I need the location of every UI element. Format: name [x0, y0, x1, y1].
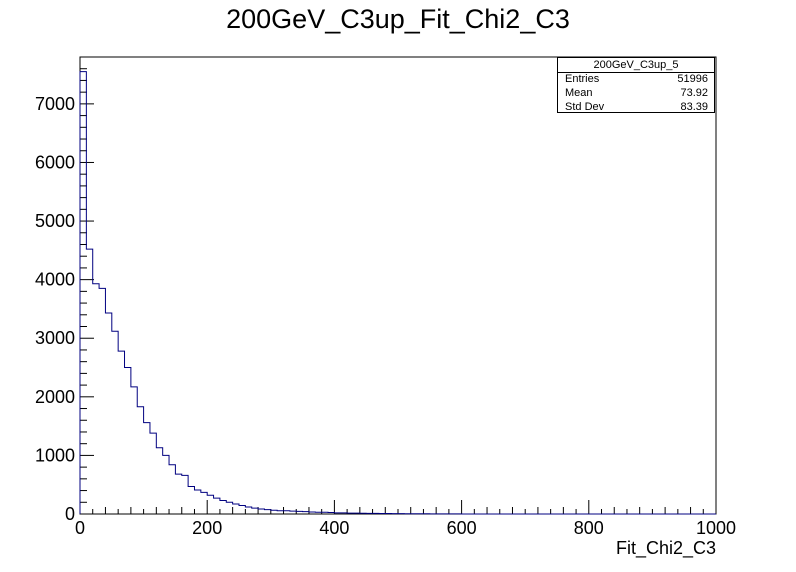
mean-value: 73.92 [680, 87, 708, 99]
y-tick-label: 7000 [35, 94, 75, 114]
x-axis-label: Fit_Chi2_C3 [616, 538, 716, 559]
y-tick-label: 4000 [35, 270, 75, 290]
x-tick-label: 400 [319, 518, 349, 538]
stats-name: 200GeV_C3up_5 [558, 58, 714, 73]
y-tick-label: 0 [65, 504, 75, 524]
stats-box: 200GeV_C3up_5 Entries 51996 Mean 73.92 S… [557, 57, 715, 113]
y-tick-label: 6000 [35, 152, 75, 172]
stddev-value: 83.39 [680, 101, 708, 113]
x-tick-label: 1000 [696, 518, 736, 538]
histogram-line [79, 71, 716, 515]
stats-row-mean: Mean 73.92 [565, 86, 708, 100]
y-tick-label: 3000 [35, 328, 75, 348]
stats-row-stddev: Std Dev 83.39 [565, 100, 708, 114]
stddev-label: Std Dev [565, 101, 605, 113]
x-tick-label: 200 [192, 518, 222, 538]
x-tick-label: 600 [447, 518, 477, 538]
y-tick-label: 5000 [35, 211, 75, 231]
tick-labels: 0 200 400 600 800 1000 0 1000 2000 3000 4000 5000 60… [35, 94, 736, 538]
y-tick-label: 1000 [35, 445, 75, 465]
x-tick-label: 800 [574, 518, 604, 538]
mean-label: Mean [565, 87, 593, 99]
y-tick-label: 2000 [35, 387, 75, 407]
axis-ticks [79, 56, 717, 515]
plot-frame [79, 56, 717, 515]
chart-title: 200GeV_C3up_Fit_Chi2_C3 [226, 4, 570, 34]
stats-row-entries: Entries 51996 [565, 72, 708, 86]
entries-value: 51996 [677, 73, 708, 85]
x-tick-label: 0 [75, 518, 85, 538]
entries-label: Entries [565, 73, 600, 85]
